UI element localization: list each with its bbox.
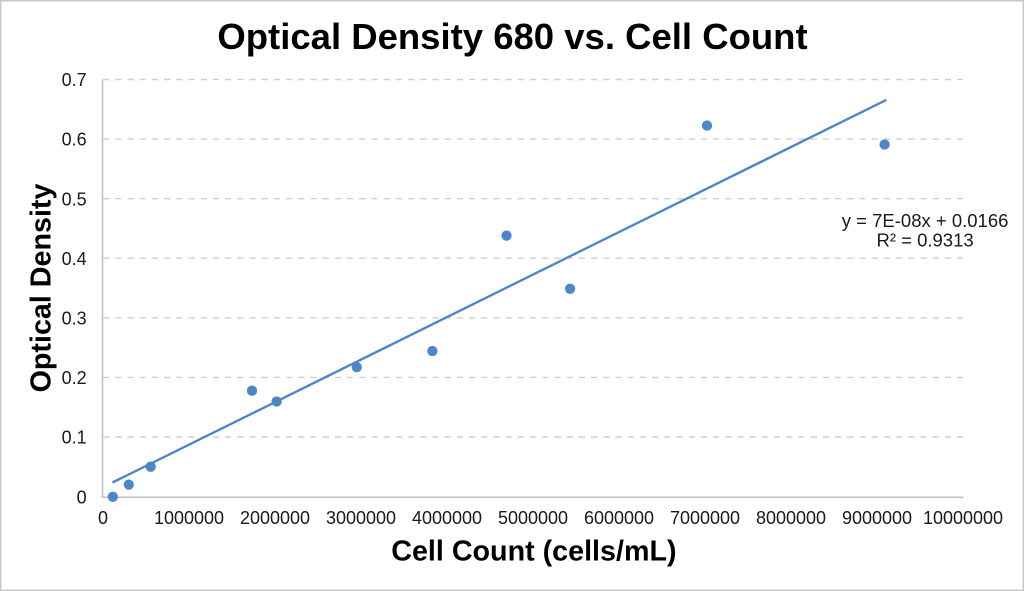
svg-text:3000000: 3000000 [326,508,396,528]
svg-text:0.3: 0.3 [62,308,87,328]
svg-text:R² = 0.9313: R² = 0.9313 [876,229,973,250]
svg-text:6000000: 6000000 [584,508,654,528]
svg-text:Cell Count (cells/mL): Cell Count (cells/mL) [391,536,676,568]
svg-text:Optical Density 680 vs. Cell C: Optical Density 680 vs. Cell Count [217,16,807,57]
svg-text:0.1: 0.1 [62,428,87,448]
svg-text:0.6: 0.6 [62,130,87,150]
svg-text:0: 0 [98,508,108,528]
svg-text:Optical Density: Optical Density [26,184,58,393]
svg-text:y = 7E-08x + 0.0166: y = 7E-08x + 0.0166 [842,210,1009,231]
svg-text:2000000: 2000000 [240,508,310,528]
svg-text:0.7: 0.7 [62,70,87,90]
svg-text:0.4: 0.4 [62,249,87,269]
svg-text:7000000: 7000000 [670,508,740,528]
svg-text:1000000: 1000000 [154,508,224,528]
svg-text:5000000: 5000000 [498,508,568,528]
svg-text:4000000: 4000000 [412,508,482,528]
svg-text:8000000: 8000000 [756,508,826,528]
svg-text:0.5: 0.5 [62,189,87,209]
svg-text:9000000: 9000000 [842,508,912,528]
svg-text:0.2: 0.2 [62,368,87,388]
svg-text:10000000: 10000000 [923,508,1003,528]
svg-text:0: 0 [77,488,87,508]
